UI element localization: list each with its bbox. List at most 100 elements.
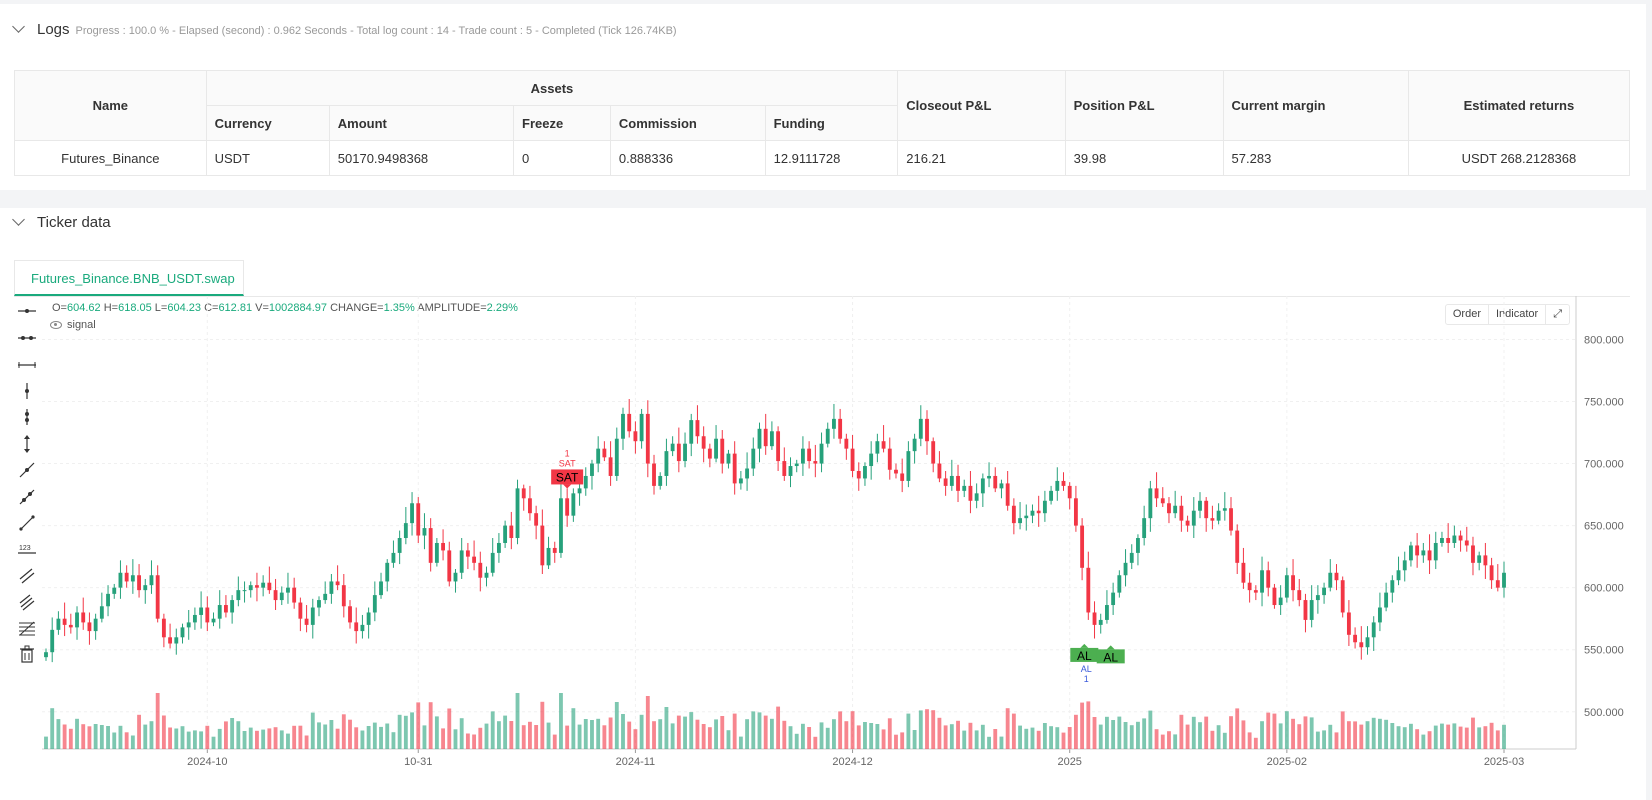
- volume-bar: [1136, 721, 1140, 749]
- candle-body: [875, 441, 880, 454]
- th-freeze: Freeze: [513, 105, 611, 141]
- price-range-tool-icon[interactable]: 123: [16, 540, 38, 558]
- chevron-down-icon[interactable]: [12, 20, 25, 33]
- candle-body: [1458, 535, 1463, 541]
- fib-retracement-tool-icon[interactable]: [16, 619, 38, 637]
- pitchfork-tool-icon[interactable]: [16, 593, 38, 611]
- candle-body: [596, 448, 601, 464]
- volume-bar: [1154, 729, 1159, 749]
- candle-body: [298, 602, 303, 619]
- candle-body: [1092, 612, 1097, 625]
- volume-bar: [354, 727, 359, 749]
- candle-body: [118, 572, 123, 588]
- volume-bar: [794, 733, 799, 749]
- candlestick-chart[interactable]: 800.000 750.000 700.000 650.000 600.000 550.0…: [0, 296, 1646, 796]
- candle-body: [763, 428, 768, 447]
- candle-body: [205, 607, 210, 623]
- marker-sublabel: AL: [1081, 664, 1092, 674]
- candle-body: [937, 463, 942, 479]
- volume-bar: [478, 727, 483, 749]
- volume-bar: [50, 708, 55, 749]
- candle-body: [602, 448, 607, 458]
- candle-body: [484, 572, 489, 578]
- volume-bar: [1042, 723, 1047, 749]
- candle-body: [918, 418, 923, 439]
- volume-bar: [689, 712, 694, 749]
- chevron-down-icon[interactable]: [12, 213, 25, 226]
- parallel-channel-tool-icon[interactable]: [16, 567, 38, 585]
- volume-bar: [714, 719, 718, 749]
- vertical-line-tool-icon[interactable]: [16, 382, 38, 400]
- volume-bar: [1098, 724, 1103, 749]
- candle-body: [800, 448, 805, 464]
- candle-body: [1005, 483, 1010, 506]
- candle-body: [391, 552, 396, 563]
- fullscreen-icon[interactable]: ⤢: [1553, 308, 1562, 320]
- volume-bar: [627, 721, 632, 749]
- volume-bar: [515, 693, 520, 749]
- volume-bar: [782, 720, 787, 749]
- candle-body: [292, 587, 297, 603]
- ray-tool-icon[interactable]: [16, 329, 38, 347]
- candle-body: [1024, 515, 1029, 519]
- volume-bar: [639, 714, 644, 749]
- logs-header[interactable]: Logs Progress : 100.0 % - Elapsed (secon…: [12, 20, 677, 38]
- candle-body: [366, 612, 371, 625]
- volume-bar: [583, 719, 588, 749]
- order-button[interactable]: Order: [1446, 305, 1489, 324]
- candle-body: [664, 451, 669, 476]
- volume-bar: [1049, 726, 1054, 749]
- volume-bar: [372, 722, 377, 749]
- volume-bar: [118, 725, 123, 749]
- candle-body: [1167, 503, 1171, 514]
- candle-body: [490, 552, 495, 573]
- candle-body: [1396, 570, 1401, 581]
- volume-bar: [397, 714, 402, 749]
- candle-body: [1377, 607, 1382, 623]
- candle-body: [1477, 555, 1482, 563]
- volume-bar: [980, 724, 985, 749]
- candle-body: [161, 618, 166, 638]
- volume-bar: [329, 720, 334, 749]
- signal-legend[interactable]: signal: [50, 319, 96, 331]
- volume-bar: [720, 716, 725, 749]
- eye-icon[interactable]: [50, 321, 62, 329]
- vertical-segment-tool-icon[interactable]: [16, 435, 38, 453]
- candle-body: [832, 418, 836, 429]
- volume-bar: [1160, 734, 1165, 749]
- volume-bar: [621, 714, 625, 749]
- candle-body: [931, 441, 936, 464]
- candle-body: [546, 547, 551, 566]
- candle-body: [707, 448, 712, 459]
- tab-bnb-usdt-swap[interactable]: Futures_Binance.BNB_USDT.swap: [14, 260, 244, 296]
- volume-bar: [472, 734, 477, 749]
- volume-bar: [112, 732, 117, 749]
- ticker-header[interactable]: Ticker data: [12, 213, 111, 231]
- trash-icon[interactable]: [16, 645, 38, 663]
- volume-bar: [62, 724, 67, 749]
- trend-line-tool-icon[interactable]: [16, 461, 38, 479]
- candle-body: [1427, 550, 1432, 561]
- indicator-button[interactable]: Indicator: [1489, 305, 1547, 324]
- trend-ray-tool-icon[interactable]: [16, 488, 38, 506]
- volume-bar: [124, 732, 129, 749]
- candle-body: [224, 605, 228, 613]
- segment-tool-icon[interactable]: [16, 514, 38, 532]
- candle-body: [317, 600, 321, 608]
- candle-body: [403, 523, 408, 539]
- vertical-ray-tool-icon[interactable]: [16, 408, 38, 426]
- ticker-title: Ticker data: [37, 214, 111, 231]
- volume-bar: [695, 719, 700, 749]
- horizontal-line-tool-icon[interactable]: [16, 302, 38, 320]
- buy-marker: [1070, 647, 1099, 662]
- extended-line-tool-icon[interactable]: [16, 356, 38, 374]
- logs-panel: Logs Progress : 100.0 % - Elapsed (secon…: [0, 4, 1646, 190]
- candle-body: [1278, 597, 1283, 606]
- volume-bar: [1018, 725, 1022, 749]
- candle-body: [1241, 562, 1246, 583]
- volume-bar: [1185, 724, 1190, 749]
- candle-body: [1086, 567, 1091, 613]
- cell-position: 39.98: [1064, 140, 1224, 176]
- candle-body: [614, 438, 619, 476]
- volume-bar: [217, 728, 222, 749]
